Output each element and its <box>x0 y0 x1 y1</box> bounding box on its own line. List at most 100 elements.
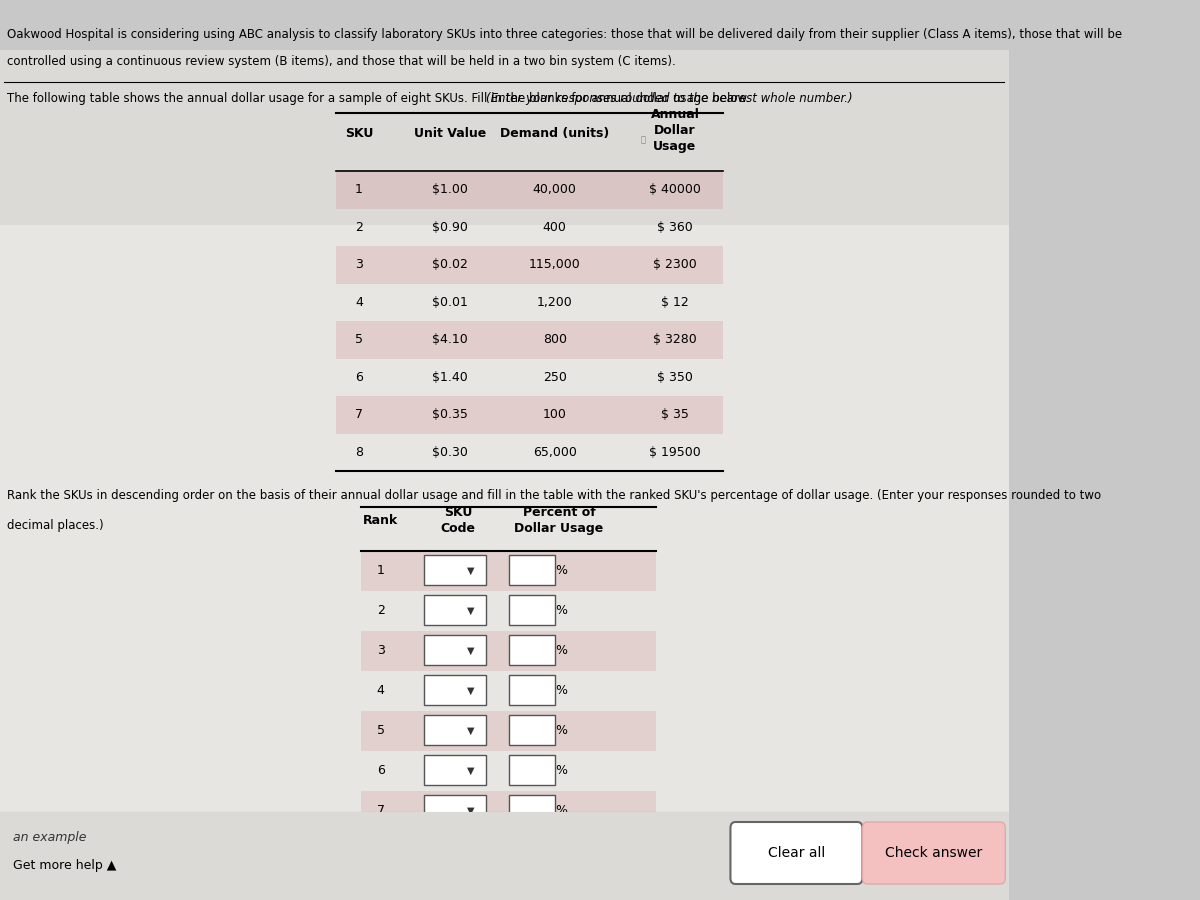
Text: ▼: ▼ <box>468 766 475 776</box>
FancyBboxPatch shape <box>509 755 554 785</box>
FancyBboxPatch shape <box>731 822 863 884</box>
Text: Rank the SKUs in descending order on the basis of their annual dollar usage and : Rank the SKUs in descending order on the… <box>7 489 1100 502</box>
Text: $ 19500: $ 19500 <box>649 446 701 459</box>
Text: %: % <box>556 764 568 778</box>
Text: decimal places.): decimal places.) <box>7 519 103 532</box>
Text: 4: 4 <box>377 685 385 698</box>
Text: 1: 1 <box>377 564 385 578</box>
Text: Check answer: Check answer <box>886 846 983 860</box>
Text: 2: 2 <box>377 605 385 617</box>
FancyBboxPatch shape <box>361 551 655 591</box>
Text: ▼: ▼ <box>468 726 475 736</box>
Text: %: % <box>556 605 568 617</box>
Text: $1.00: $1.00 <box>432 184 468 196</box>
FancyBboxPatch shape <box>509 675 554 705</box>
FancyBboxPatch shape <box>424 635 486 665</box>
Text: 2: 2 <box>355 220 362 234</box>
FancyBboxPatch shape <box>336 171 722 209</box>
Text: $ 360: $ 360 <box>658 220 692 234</box>
Text: ▼: ▼ <box>468 606 475 616</box>
Text: Unit Value: Unit Value <box>414 127 486 140</box>
Text: Clear all: Clear all <box>768 846 826 860</box>
FancyBboxPatch shape <box>336 246 722 284</box>
Text: $0.30: $0.30 <box>432 446 468 459</box>
Text: %: % <box>556 685 568 698</box>
FancyBboxPatch shape <box>336 321 722 358</box>
Text: $1.40: $1.40 <box>432 371 468 383</box>
Text: $ 12: $ 12 <box>661 296 689 309</box>
FancyBboxPatch shape <box>0 50 1009 225</box>
Text: $0.02: $0.02 <box>432 258 468 271</box>
Text: Usage: Usage <box>653 140 696 153</box>
FancyBboxPatch shape <box>424 795 486 825</box>
FancyBboxPatch shape <box>361 631 655 671</box>
Text: 115,000: 115,000 <box>529 258 581 271</box>
Text: 250: 250 <box>542 371 566 383</box>
FancyBboxPatch shape <box>361 711 655 751</box>
Text: %: % <box>556 724 568 737</box>
Text: $ 2300: $ 2300 <box>653 258 697 271</box>
Text: $0.90: $0.90 <box>432 220 468 234</box>
Text: $ 35: $ 35 <box>661 409 689 421</box>
Text: $ 3280: $ 3280 <box>653 333 697 346</box>
Text: Demand (units): Demand (units) <box>500 127 610 140</box>
Text: (Enter your responses rounded to the nearest whole number.): (Enter your responses rounded to the nea… <box>486 92 852 105</box>
Text: 100: 100 <box>542 409 566 421</box>
Text: 5: 5 <box>355 333 362 346</box>
Text: Code: Code <box>440 522 475 535</box>
Text: 4: 4 <box>355 296 362 309</box>
Text: The following table shows the annual dollar usage for a sample of eight SKUs. Fi: The following table shows the annual dol… <box>7 92 754 105</box>
Text: $4.10: $4.10 <box>432 333 468 346</box>
Text: ▼: ▼ <box>468 566 475 576</box>
FancyBboxPatch shape <box>509 635 554 665</box>
Text: SKU: SKU <box>344 127 373 140</box>
Text: Percent of: Percent of <box>522 506 595 519</box>
Text: ▼: ▼ <box>468 686 475 696</box>
Text: ▼: ▼ <box>468 646 475 656</box>
Text: Annual: Annual <box>650 108 700 121</box>
FancyBboxPatch shape <box>509 795 554 825</box>
Text: controlled using a continuous review system (B items), and those that will be he: controlled using a continuous review sys… <box>7 55 676 68</box>
Text: ⬜: ⬜ <box>641 135 646 144</box>
FancyBboxPatch shape <box>424 755 486 785</box>
Text: 7: 7 <box>355 409 362 421</box>
Text: ▼: ▼ <box>468 806 475 816</box>
FancyBboxPatch shape <box>424 555 486 585</box>
Text: 3: 3 <box>377 644 385 658</box>
Text: 40,000: 40,000 <box>533 184 577 196</box>
Text: Dollar: Dollar <box>654 124 696 137</box>
Text: $ 40000: $ 40000 <box>649 184 701 196</box>
Text: SKU: SKU <box>444 506 473 519</box>
Text: 3: 3 <box>355 258 362 271</box>
FancyBboxPatch shape <box>336 396 722 434</box>
FancyBboxPatch shape <box>509 555 554 585</box>
Text: 6: 6 <box>355 371 362 383</box>
Text: %: % <box>556 644 568 658</box>
Text: 65,000: 65,000 <box>533 446 577 459</box>
FancyBboxPatch shape <box>509 715 554 745</box>
Text: %: % <box>556 564 568 578</box>
Text: 6: 6 <box>377 764 385 778</box>
FancyBboxPatch shape <box>0 812 1009 900</box>
FancyBboxPatch shape <box>361 791 655 831</box>
Text: Dollar Usage: Dollar Usage <box>515 522 604 535</box>
FancyBboxPatch shape <box>424 675 486 705</box>
Text: $ 350: $ 350 <box>658 371 692 383</box>
Text: 1,200: 1,200 <box>536 296 572 309</box>
Text: 5: 5 <box>377 724 385 737</box>
Text: $0.01: $0.01 <box>432 296 468 309</box>
Text: 7: 7 <box>377 805 385 817</box>
FancyBboxPatch shape <box>509 595 554 625</box>
Text: $0.35: $0.35 <box>432 409 468 421</box>
FancyBboxPatch shape <box>424 595 486 625</box>
Text: 8: 8 <box>355 446 362 459</box>
Text: Rank: Rank <box>364 514 398 527</box>
Text: %: % <box>556 805 568 817</box>
FancyBboxPatch shape <box>424 715 486 745</box>
Text: 1: 1 <box>355 184 362 196</box>
FancyBboxPatch shape <box>863 822 1006 884</box>
Text: 800: 800 <box>542 333 566 346</box>
Text: an example: an example <box>13 832 86 844</box>
Text: 400: 400 <box>542 220 566 234</box>
FancyBboxPatch shape <box>0 50 1009 815</box>
